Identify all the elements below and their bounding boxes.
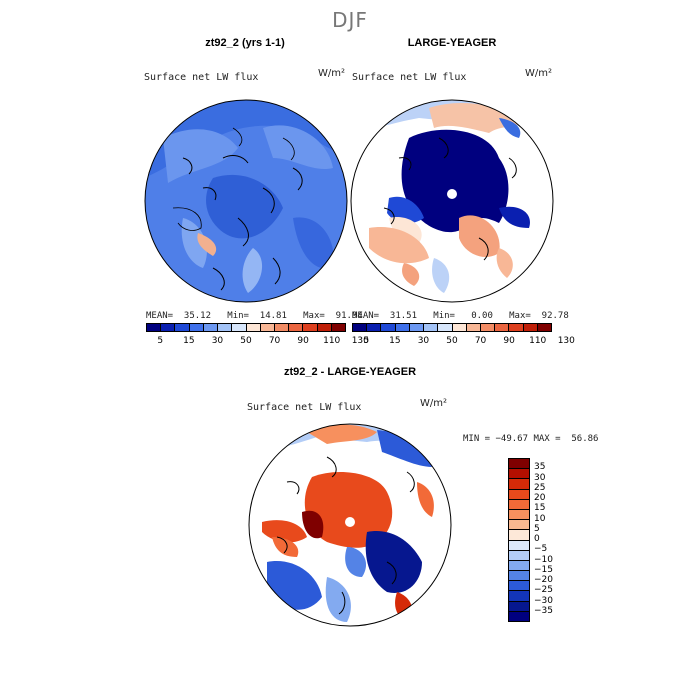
colorbar-swatch: [509, 459, 529, 470]
right-field-label: Surface net LW flux: [352, 72, 467, 83]
colorbar-tick-label: 25: [534, 482, 546, 493]
right-colorbar: [352, 323, 552, 332]
colorbar-tick-label: 15: [183, 336, 195, 346]
colorbar-swatch: [218, 324, 233, 331]
colorbar-tick-label: 5: [534, 523, 540, 534]
colorbar-swatch: [353, 324, 368, 331]
colorbar-tick-label: 90: [297, 336, 309, 346]
diff-stats: MIN = −49.67 MAX = 56.86: [463, 434, 599, 444]
colorbar-swatch: [289, 324, 304, 331]
colorbar-swatch: [189, 324, 204, 331]
colorbar-swatch: [509, 520, 529, 531]
colorbar-swatch: [509, 591, 529, 602]
colorbar-swatch: [509, 601, 529, 612]
colorbar-tick-label: 20: [534, 493, 546, 503]
diff-panel-title: zt92_2 - LARGE-YEAGER: [283, 366, 417, 378]
diff-units-label: W/m²: [420, 398, 448, 409]
colorbar-swatch: [466, 324, 481, 331]
colorbar-swatch: [509, 479, 529, 490]
right-panel-title: LARGE-YEAGER: [407, 37, 497, 49]
colorbar-tick-label: −20: [534, 575, 553, 585]
colorbar-swatch: [203, 324, 219, 331]
colorbar-tick-label: −35: [534, 605, 553, 616]
colorbar-tick-label: 35: [534, 462, 546, 473]
colorbar-tick-label: 15: [389, 336, 401, 346]
colorbar-tick-label: 30: [417, 336, 430, 346]
colorbar-swatch: [409, 324, 425, 331]
left-polar-map: [144, 99, 348, 303]
left-stats: MEAN= 35.12 Min= 14.81 Max= 91.94: [146, 311, 363, 321]
colorbar-tick-label: 0: [534, 534, 540, 544]
colorbar-swatch: [509, 560, 529, 572]
colorbar-tick-label: −30: [534, 595, 553, 606]
colorbar-tick-label: 90: [503, 336, 515, 346]
colorbar-swatch: [509, 540, 529, 551]
colorbar-tick-label: 15: [534, 503, 546, 514]
colorbar-tick-label: 50: [446, 336, 458, 346]
colorbar-swatch: [452, 324, 467, 331]
left-units-label: W/m²: [318, 68, 346, 79]
colorbar-swatch: [509, 499, 529, 510]
colorbar-tick-label: 50: [240, 336, 252, 346]
colorbar-tick-label: 110: [323, 336, 341, 346]
colorbar-swatch: [509, 489, 529, 500]
colorbar-tick-label: 70: [474, 336, 487, 346]
diff-field-label: Surface net LW flux: [247, 402, 362, 413]
right-stats: MEAN= 31.51 Min= 0.00 Max= 92.78: [352, 311, 569, 321]
diff-colorbar: [508, 458, 530, 622]
colorbar-swatch: [509, 530, 529, 541]
colorbar-swatch: [232, 324, 247, 331]
colorbar-swatch: [495, 324, 510, 331]
colorbar-tick-label: 70: [268, 336, 281, 346]
colorbar-swatch: [331, 324, 346, 331]
colorbar-tick-label: −25: [534, 585, 553, 596]
colorbar-swatch: [260, 324, 275, 331]
colorbar-swatch: [381, 324, 396, 331]
right-polar-map: [350, 99, 554, 303]
colorbar-tick-label: 30: [534, 472, 546, 483]
left-colorbar-ticks: 5 15 30 50 70 90 110 130: [146, 336, 368, 348]
colorbar-swatch: [161, 324, 176, 331]
colorbar-swatch: [509, 581, 529, 592]
colorbar-swatch: [509, 611, 529, 621]
colorbar-swatch: [367, 324, 382, 331]
colorbar-tick-label: 10: [534, 513, 546, 524]
colorbar-tick-label: −5: [534, 544, 548, 555]
colorbar-swatch: [424, 324, 439, 331]
colorbar-tick-label: −10: [534, 554, 553, 565]
colorbar-tick-label: 130: [351, 336, 369, 346]
right-units-label: W/m²: [525, 68, 553, 79]
colorbar-swatch: [480, 324, 496, 331]
colorbar-swatch: [246, 324, 261, 331]
colorbar-swatch: [438, 324, 453, 331]
colorbar-tick-label: 5: [157, 336, 164, 346]
diff-colorbar-ticks: 35 30 25 20 15 10 5 0 −5 −10 −15 −20 −25 −30 −35: [534, 458, 574, 622]
colorbar-tick-label: 110: [529, 336, 547, 346]
colorbar-swatch: [274, 324, 290, 331]
colorbar-swatch: [317, 324, 332, 331]
right-colorbar-ticks: 5 15 30 50 70 90 110 130: [352, 336, 574, 348]
colorbar-swatch: [175, 324, 190, 331]
colorbar-swatch: [509, 324, 524, 331]
colorbar-swatch: [509, 550, 529, 561]
colorbar-swatch: [395, 324, 410, 331]
left-colorbar: [146, 323, 346, 332]
colorbar-swatch: [147, 324, 162, 331]
colorbar-swatch: [303, 324, 318, 331]
colorbar-tick-label: 30: [211, 336, 224, 346]
colorbar-swatch: [509, 469, 529, 480]
left-field-label: Surface net LW flux: [144, 72, 259, 83]
colorbar-swatch: [509, 509, 529, 521]
colorbar-tick-label: 130: [557, 336, 575, 346]
colorbar-swatch: [523, 324, 538, 331]
colorbar-swatch: [509, 571, 529, 582]
season-title: DJF: [332, 8, 368, 32]
left-panel-title: zt92_2 (yrs 1-1): [205, 37, 285, 49]
colorbar-swatch: [537, 324, 552, 331]
colorbar-tick-label: 5: [363, 336, 370, 346]
colorbar-tick-label: −15: [534, 564, 553, 575]
diff-polar-map: [248, 423, 452, 627]
